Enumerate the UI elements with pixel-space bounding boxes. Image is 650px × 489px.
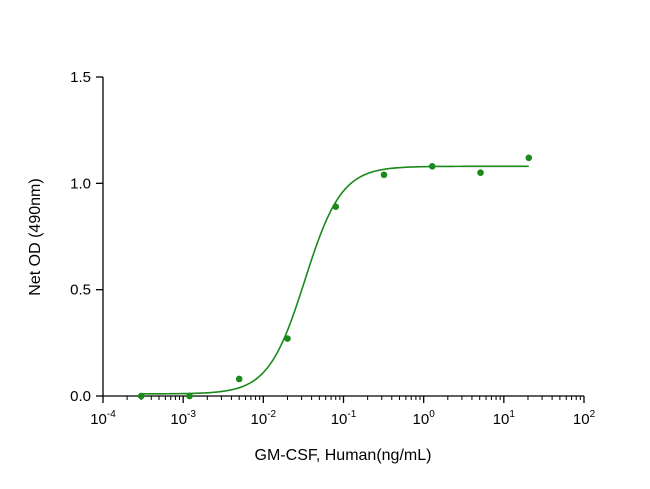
x-tick-base: 10: [331, 411, 348, 428]
y-tick-label: 1.5: [70, 69, 91, 86]
data-points-layer: [137, 154, 533, 400]
x-tick-label: 102: [573, 409, 596, 428]
fit-curve-layer: [141, 165, 529, 395]
y-tick-label: 0.5: [70, 282, 91, 299]
x-tick-label: 10-1: [331, 409, 357, 428]
x-axis-title: GM-CSF, Human(ng/mL): [255, 447, 432, 464]
y-tick-label: 0.0: [70, 388, 91, 405]
data-point: [137, 392, 145, 400]
x-tick-base: 10: [493, 411, 510, 428]
x-tick-base: 10: [573, 411, 590, 428]
data-point: [428, 163, 436, 170]
data-point: [380, 171, 388, 179]
x-tick-label: 100: [413, 409, 436, 428]
x-tick-label: 101: [493, 409, 516, 428]
x-tick-exponent: -1: [347, 409, 356, 420]
x-tick-exponent: 2: [590, 409, 596, 420]
x-tick-exponent: 1: [509, 409, 515, 420]
fit-curve: [141, 165, 529, 395]
data-point: [332, 203, 340, 211]
data-point: [186, 392, 193, 400]
y-axis-title: Net OD (490nm): [27, 178, 44, 295]
x-tick-base: 10: [90, 411, 107, 428]
data-point: [235, 375, 243, 383]
x-tick-exponent: -3: [187, 409, 196, 420]
x-tick-label: 10-2: [251, 409, 277, 428]
x-tick-label: 10-4: [90, 409, 116, 428]
data-point: [284, 335, 291, 342]
data-point: [525, 154, 533, 162]
data-point: [477, 169, 484, 176]
x-tick-exponent: -4: [107, 409, 116, 420]
x-tick-base: 10: [413, 411, 430, 428]
x-tick-base: 10: [251, 411, 268, 428]
x-tick-base: 10: [170, 411, 187, 428]
x-tick-label: 10-3: [170, 409, 196, 428]
x-tick-exponent: 0: [429, 409, 435, 420]
x-tick-exponent: -2: [267, 409, 276, 420]
y-tick-label: 1.0: [70, 175, 91, 192]
